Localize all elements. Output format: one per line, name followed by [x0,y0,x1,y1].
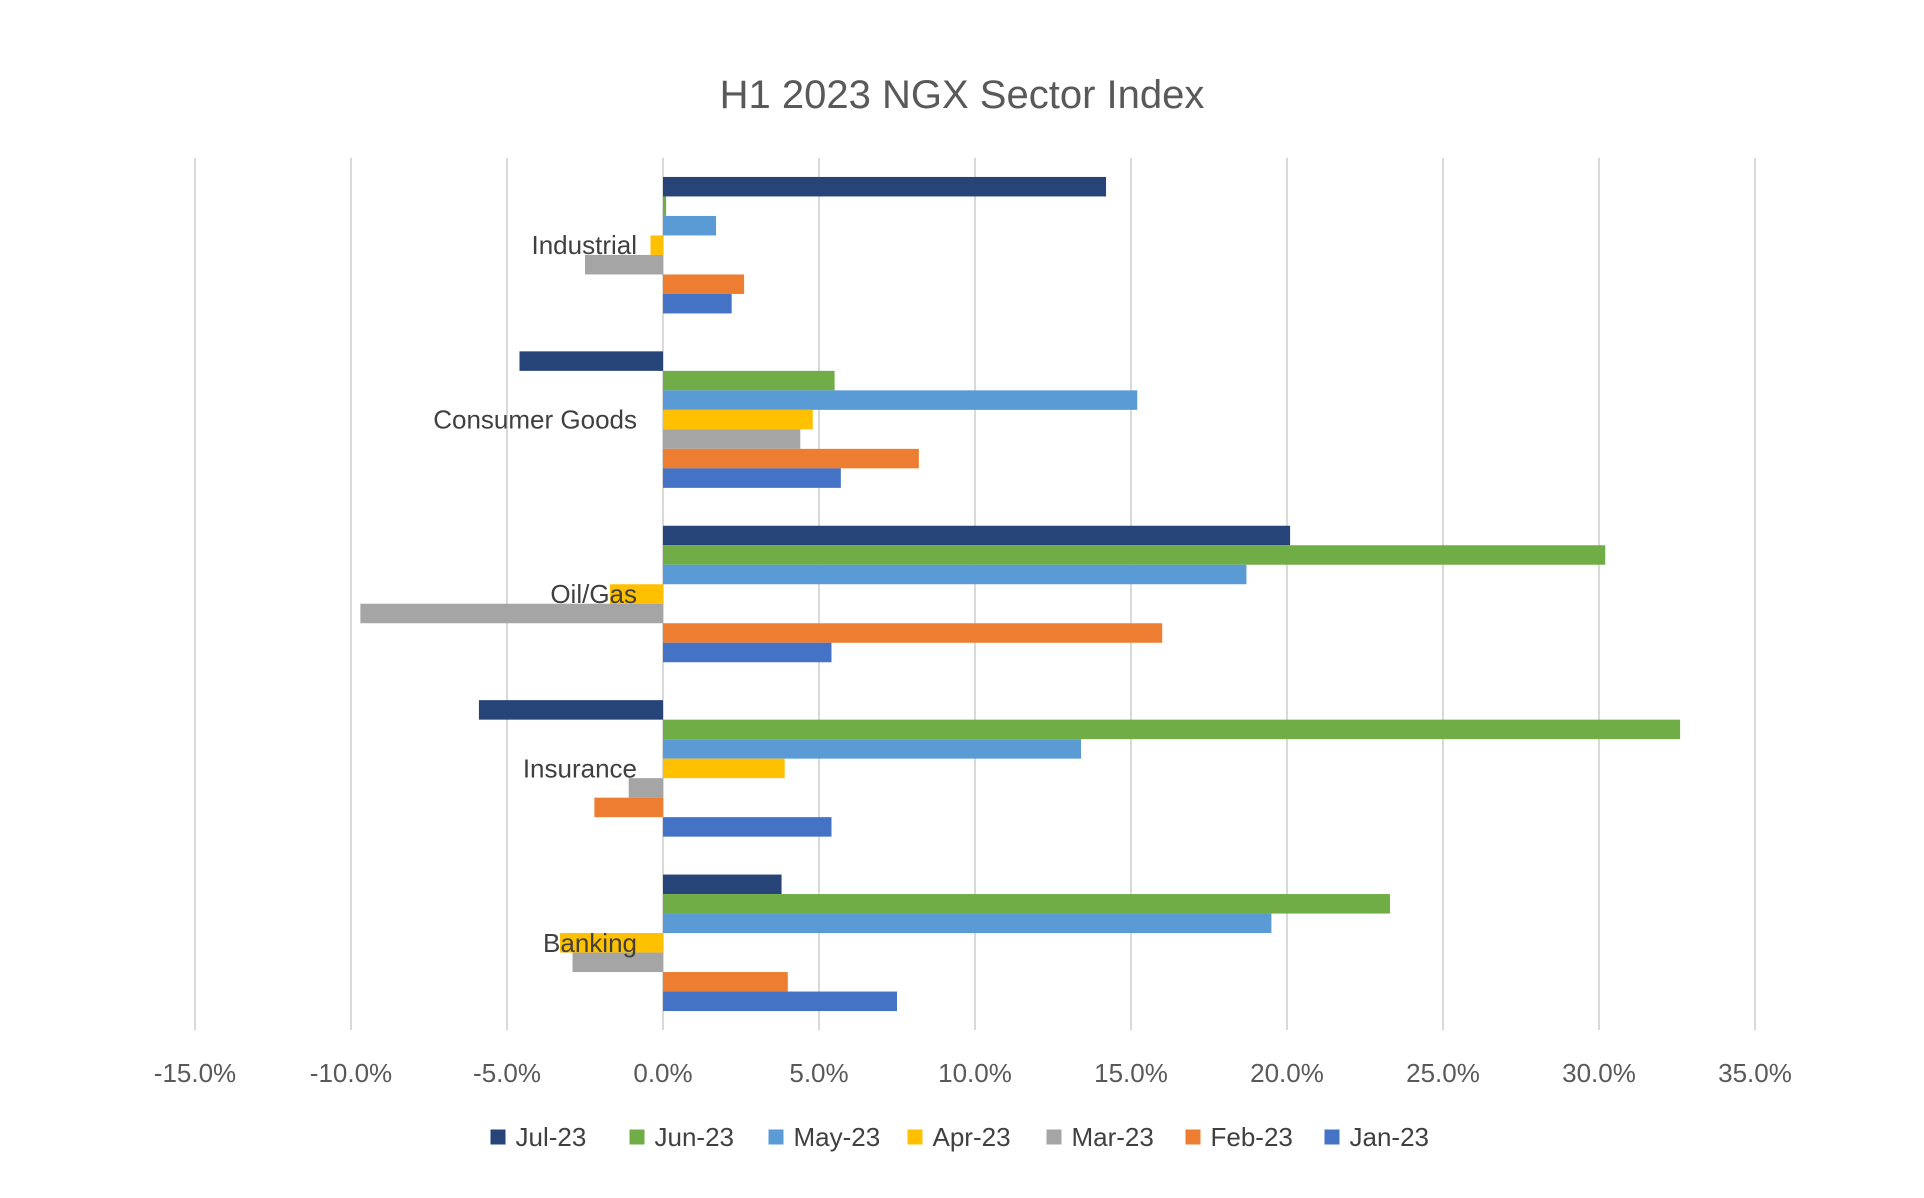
bar-industrial-jan-23 [663,293,732,314]
legend-label: Mar-23 [1072,1122,1154,1152]
bar-industrial-apr-23 [650,235,663,255]
bar-consumer-goods-jul-23 [519,351,663,371]
x-tick-label: 15.0% [1094,1058,1168,1088]
bar-insurance-may-23 [663,739,1082,759]
bar-consumer-goods-feb-23 [663,448,919,469]
x-tick-label: 35.0% [1718,1058,1792,1088]
legend-label: Apr-23 [933,1122,1011,1152]
x-tick-label: 20.0% [1250,1058,1324,1088]
legend-swatch [490,1129,506,1145]
legend: Jul-23 Jun-23 May-23 Apr-23 Mar-23 Feb-23 Jan-… [490,1122,1430,1152]
category-labels: Industrial Consumer Goods Oil/Gas Insurance… [433,230,637,958]
bar-industrial-jun-23 [663,196,667,216]
bar-oil-gas-apr-23 [609,584,663,604]
legend-swatch [629,1129,645,1145]
x-axis-ticks: -15.0% -10.0% -5.0% 0.0% 5.0% 10.0% 15.0% 20.0%… [154,1058,1792,1088]
legend-label: Feb-23 [1211,1122,1293,1152]
bar-banking-may-23 [663,913,1272,934]
chart-title: H1 2023 NGX Sector Index [720,73,1205,117]
x-tick-label: 10.0% [938,1058,1012,1088]
bar-consumer-goods-may-23 [663,390,1138,410]
bar-industrial-mar-23 [585,254,663,275]
bar-banking-mar-23 [572,952,663,973]
legend-swatch [1046,1129,1062,1145]
bars [360,176,1681,1012]
x-tick-label: -10.0% [310,1058,392,1088]
bar-banking-jan-23 [663,991,897,1012]
category-label: Industrial [532,230,638,260]
legend-label: Jan-23 [1350,1122,1430,1152]
bar-banking-jul-23 [663,874,782,895]
category-label: Oil/Gas [550,579,637,609]
bar-oil-gas-jun-23 [663,545,1606,565]
bar-oil-gas-may-23 [663,564,1247,585]
bar-insurance-mar-23 [628,778,663,798]
bar-oil-gas-jul-23 [663,525,1291,546]
bar-consumer-goods-jan-23 [663,468,841,488]
bar-consumer-goods-jun-23 [663,370,835,391]
legend-label: Jul-23 [516,1122,587,1152]
bar-insurance-apr-23 [663,758,785,779]
bar-banking-feb-23 [663,972,788,992]
bar-banking-jun-23 [663,894,1390,914]
bar-consumer-goods-apr-23 [663,409,813,430]
bar-insurance-jun-23 [663,719,1681,740]
bar-insurance-jan-23 [663,817,832,837]
bar-industrial-jul-23 [663,176,1107,197]
bar-consumer-goods-mar-23 [663,429,801,449]
bar-industrial-feb-23 [663,274,745,294]
x-tick-label: 25.0% [1406,1058,1480,1088]
legend-swatch [1185,1129,1201,1145]
x-tick-label: -5.0% [473,1058,541,1088]
x-tick-label: 5.0% [789,1058,848,1088]
legend-label: May-23 [794,1122,881,1152]
category-label: Insurance [523,753,637,783]
legend-swatch [1324,1129,1340,1145]
category-label: Banking [543,928,637,958]
x-tick-label: 30.0% [1562,1058,1636,1088]
bar-insurance-jul-23 [478,700,663,720]
bar-banking-apr-23 [560,933,663,953]
bar-oil-gas-feb-23 [663,623,1163,643]
x-tick-label: -15.0% [154,1058,236,1088]
legend-label: Jun-23 [655,1122,735,1152]
legend-swatch [907,1129,923,1145]
category-label: Consumer Goods [433,405,637,435]
bar-insurance-feb-23 [594,797,663,818]
bar-oil-gas-jan-23 [663,642,832,663]
gridlines [194,158,1756,1030]
legend-swatch [768,1129,784,1145]
bar-oil-gas-mar-23 [360,603,663,624]
bar-industrial-may-23 [663,215,717,236]
x-tick-label: 0.0% [633,1058,692,1088]
